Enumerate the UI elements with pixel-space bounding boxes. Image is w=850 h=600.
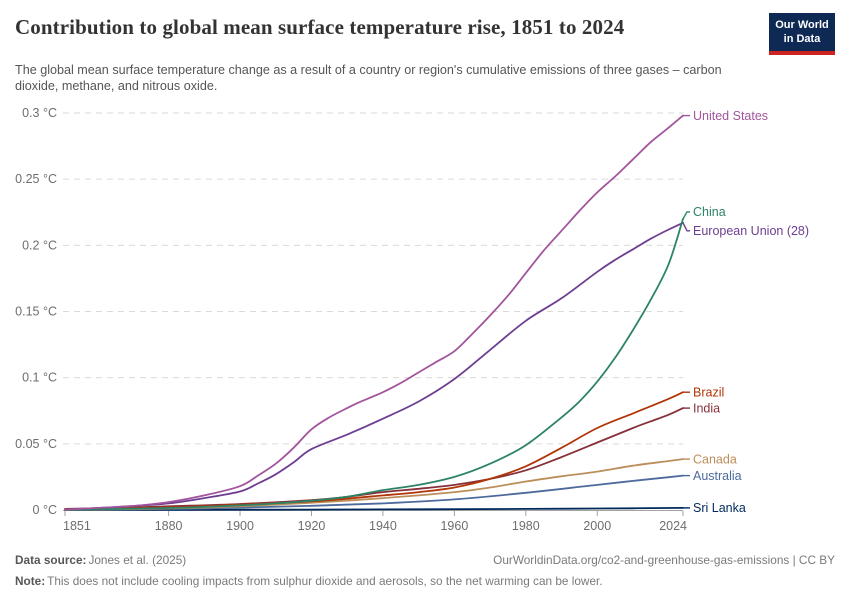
data-source-value: Jones et al. (2025) [88, 553, 187, 567]
series-label-canada[interactable]: Canada [693, 452, 737, 466]
owid-logo-line1: Our World [775, 19, 829, 31]
chart-footer: Data source: Jones et al. (2025) OurWorld… [15, 553, 835, 588]
x-tick-label: 2000 [583, 519, 611, 533]
series-line-canada[interactable] [64, 458, 684, 511]
x-tick-label: 1880 [155, 519, 183, 533]
owid-logo-line2: in Data [783, 32, 821, 45]
series-line-sri-lanka[interactable] [64, 507, 684, 511]
y-tick-label: 0.2 °C [22, 238, 57, 252]
chart-title: Contribution to global mean surface temp… [15, 15, 625, 39]
x-tick-label: 1900 [226, 519, 254, 533]
series-label-india[interactable]: India [693, 401, 720, 415]
note-label: Note: [15, 574, 46, 588]
y-tick-label: 0.1 °C [22, 371, 57, 385]
x-tick-label: 1980 [512, 519, 540, 533]
citation-url[interactable]: OurWorldinData.org/co2-and-greenhouse-ga… [493, 553, 835, 567]
x-tick-label: 1960 [440, 519, 468, 533]
y-tick-label: 0 °C [33, 503, 57, 517]
series-label-connector-european-union-28 [682, 222, 690, 232]
series-label-australia[interactable]: Australia [693, 469, 742, 483]
series-line-china[interactable] [64, 218, 684, 511]
y-tick-label: 0.15 °C [15, 305, 57, 319]
chart-subtitle: The global mean surface temperature chan… [15, 62, 722, 94]
series-label-connector-china [682, 211, 690, 220]
data-source: Data source: Jones et al. (2025) [15, 553, 186, 567]
owid-logo[interactable]: Our World in Data [769, 13, 835, 55]
note-text: This does not include cooling impacts fr… [47, 574, 603, 588]
x-tick-label: 1851 [63, 519, 91, 533]
series-line-united-states[interactable] [64, 114, 684, 511]
chart-header: Contribution to global mean surface temp… [0, 0, 850, 95]
x-tick-label: 1920 [298, 519, 326, 533]
series-line-european-union-28[interactable] [64, 221, 684, 511]
line-chart-canvas[interactable]: 0 °C 0.05 °C 0.1 °C 0.15 °C 0.2 °C 0.25 °C 0.3… [0, 95, 850, 540]
series-label-brazil[interactable]: Brazil [693, 386, 724, 400]
y-tick-label: 0.05 °C [15, 437, 57, 451]
data-source-label: Data source: [15, 553, 87, 567]
footnote: Note: This does not include cooling impac… [15, 574, 835, 588]
x-tick-label: 2024 [659, 519, 687, 533]
x-tick-label: 1940 [369, 519, 397, 533]
chart-svg: 0 °C 0.05 °C 0.1 °C 0.15 °C 0.2 °C 0.25 °C 0.3… [15, 106, 809, 533]
series-label-sri-lanka[interactable]: Sri Lanka [693, 501, 746, 515]
series-label-european-union-28[interactable]: European Union (28) [693, 224, 809, 238]
series-label-china[interactable]: China [693, 205, 726, 219]
series-label-united-states[interactable]: United States [693, 109, 768, 123]
y-tick-label: 0.25 °C [15, 172, 57, 186]
y-tick-label: 0.3 °C [22, 106, 57, 120]
